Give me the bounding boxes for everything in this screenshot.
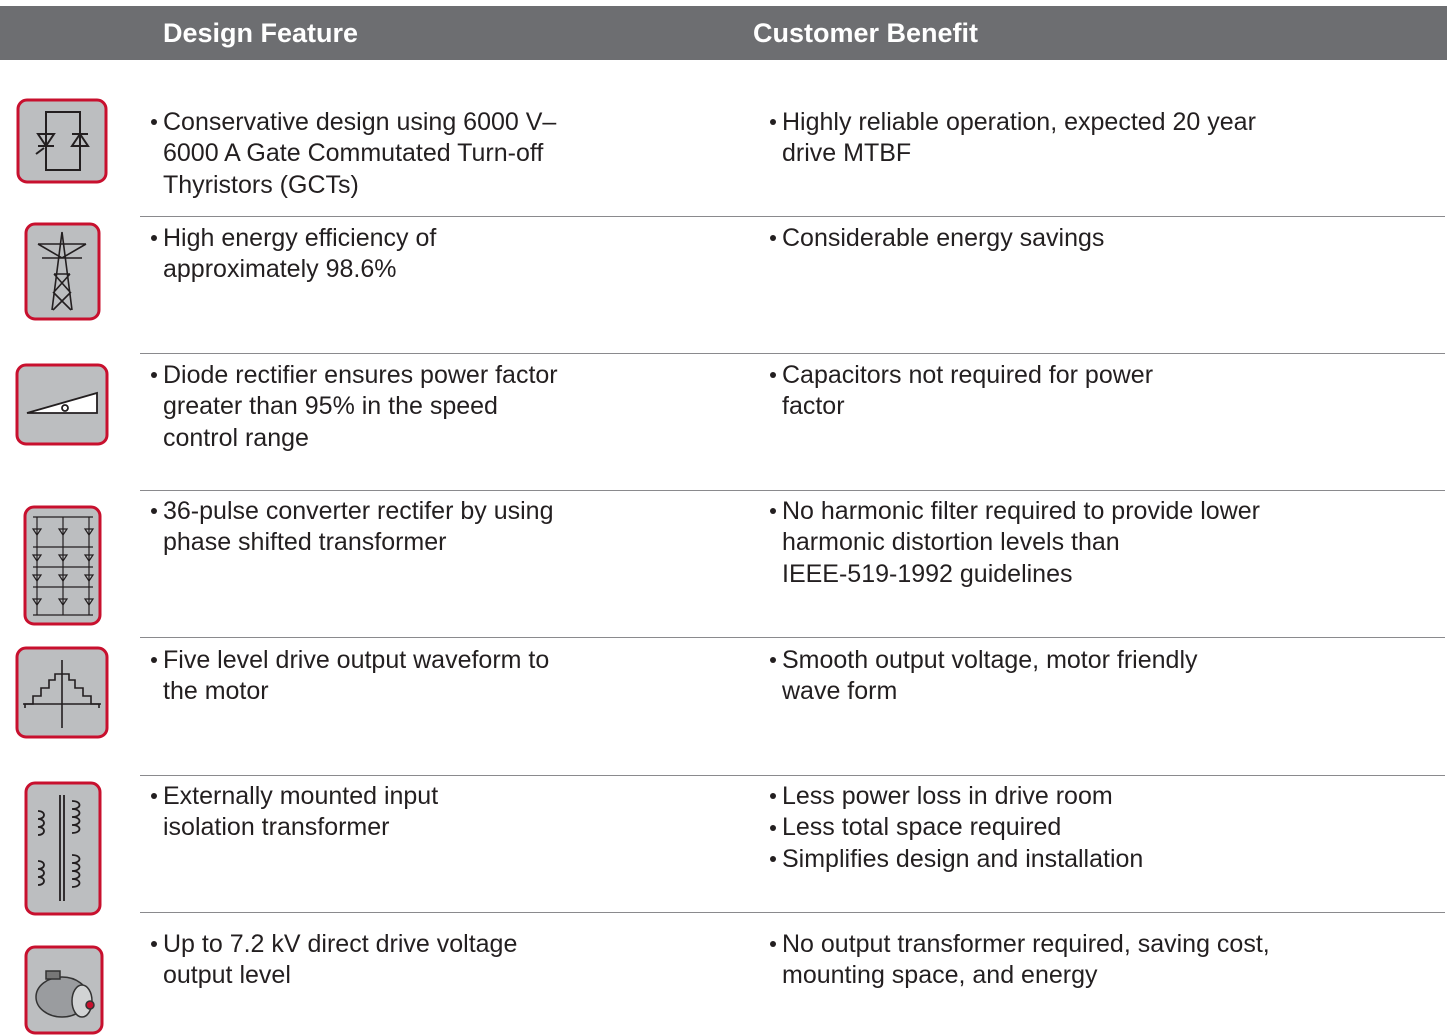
header-feature: Design Feature: [163, 18, 359, 48]
bullet: [151, 508, 157, 514]
feature-text: 6000 A Gate Commutated Turn-off: [163, 139, 544, 167]
bullet: [770, 508, 776, 514]
feature-text: greater than 95% in the speed: [163, 392, 498, 420]
benefit-text: Highly reliable operation, expected 20 y…: [782, 107, 1256, 136]
bullet: [770, 119, 776, 125]
icon-rectifier: [23, 505, 102, 626]
icon-tower: [24, 222, 101, 321]
bullet: [770, 824, 776, 831]
row-separator: [140, 490, 1445, 491]
row-separator: [140, 775, 1445, 776]
feature-text: High energy efficiency of: [163, 223, 437, 252]
icon-thyristor: [16, 98, 108, 184]
row-separator: [140, 637, 1445, 638]
benefit-text: IEEE-519-1992 guidelines: [782, 559, 1073, 588]
bullet: [770, 372, 776, 378]
bullet: [151, 941, 157, 947]
icon-motor: [24, 945, 104, 1035]
icon-ramp: [15, 363, 109, 446]
bullet: [151, 119, 157, 125]
benefit-text: Considerable energy savings: [782, 223, 1105, 252]
icon-waveform: [15, 646, 109, 739]
benefit-text: Smooth output voltage, motor friendly: [782, 645, 1198, 674]
bullet: [770, 856, 776, 862]
feature-text: Five level drive output waveform to: [163, 645, 550, 674]
bullet: [151, 235, 157, 241]
header-benefit: Customer Benefit: [753, 18, 979, 48]
feature-text: Conservative design using 6000 V–: [163, 107, 557, 136]
bullet: [770, 235, 776, 241]
bullet: [770, 657, 776, 663]
benefit-text: Less power loss in drive room: [782, 781, 1113, 810]
feature-text: the motor: [163, 677, 269, 705]
feature-text: Thyristors (GCTs): [163, 170, 359, 199]
icon-transformer: [24, 781, 102, 916]
benefit-text: Capacitors not required for power: [782, 360, 1154, 389]
feature-text: 36-pulse converter rectifer by using: [163, 496, 554, 525]
benefit-text: factor: [782, 392, 845, 420]
row-separator: [140, 912, 1445, 913]
feature-text: phase shifted transformer: [163, 528, 447, 556]
feature-text: output level: [163, 961, 291, 989]
bullet: [151, 793, 157, 799]
benefit-text: wave form: [782, 677, 898, 705]
feature-text: Externally mounted input: [163, 781, 439, 810]
benefit-text: harmonic distortion levels than: [782, 528, 1120, 556]
row-separator: [140, 216, 1445, 217]
feature-text: Up to 7.2 kV direct drive voltage: [163, 929, 518, 958]
feature-text: approximately 98.6%: [163, 255, 397, 283]
benefit-text: No harmonic filter required to provide l…: [782, 496, 1260, 525]
benefit-text: Simplifies design and installation: [782, 844, 1144, 873]
bullet: [151, 657, 157, 663]
bullet: [770, 793, 776, 799]
feature-text: Diode rectifier ensures power factor: [163, 360, 558, 389]
benefit-text: No output transformer required, saving c…: [782, 929, 1270, 958]
row-separator: [140, 353, 1445, 354]
feature-text: control range: [163, 423, 309, 452]
header-bar: Design Feature Customer Benefit: [0, 6, 1447, 60]
benefit-text: Less total space required: [782, 813, 1062, 841]
benefit-text: drive MTBF: [782, 139, 912, 167]
bullet: [770, 941, 776, 947]
bullet: [151, 372, 157, 378]
feature-text: isolation transformer: [163, 813, 390, 841]
benefit-text: mounting space, and energy: [782, 961, 1098, 989]
